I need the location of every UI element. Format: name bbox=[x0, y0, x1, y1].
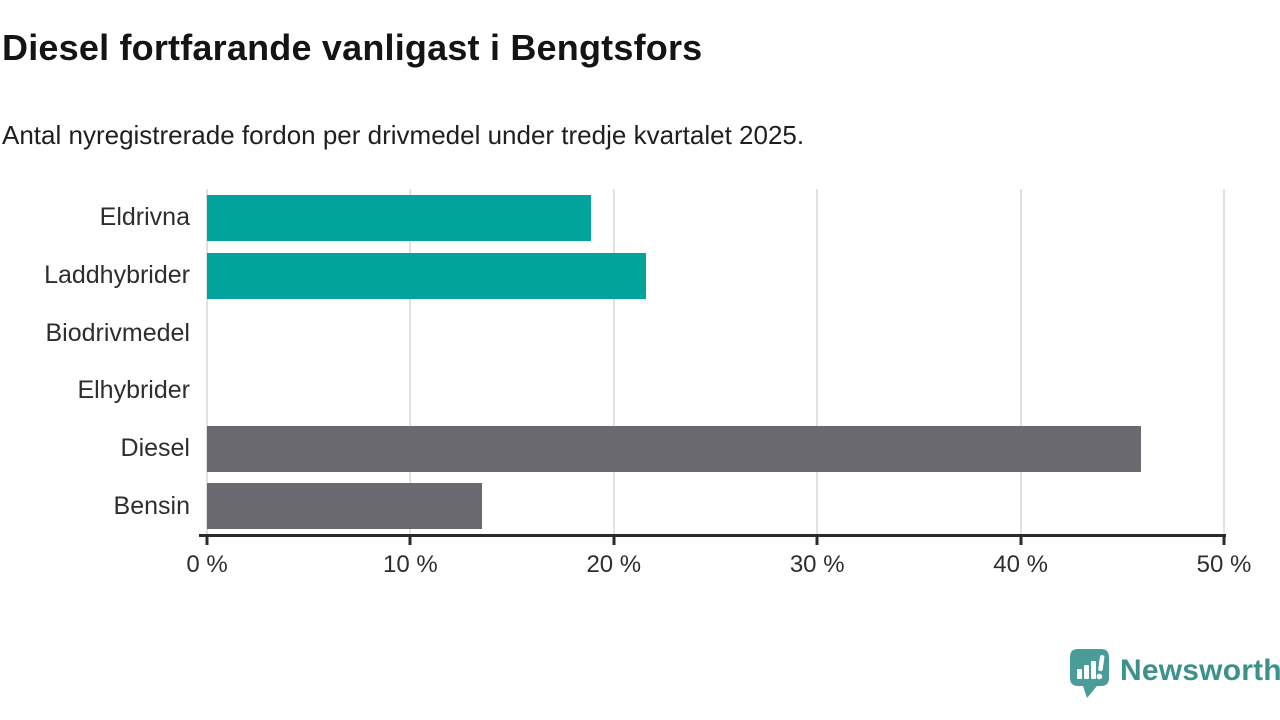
bar bbox=[207, 483, 482, 530]
gridline bbox=[409, 189, 412, 535]
x-tick-label: 20 % bbox=[586, 551, 642, 578]
gridline bbox=[1223, 189, 1225, 535]
x-tick-label: 40 % bbox=[993, 551, 1048, 578]
bar bbox=[207, 425, 1141, 472]
brand-wordmark: Newsworthy bbox=[1120, 654, 1280, 687]
bar-chart-speech-bubble-icon bbox=[1070, 648, 1109, 704]
speech-bubble-shape bbox=[1070, 648, 1109, 698]
category-axis-labels: Eldrivna Laddhybrider Biodrivmedel Elhybrid… bbox=[0, 189, 190, 535]
x-tick-mark bbox=[408, 537, 412, 545]
x-tick-mark bbox=[1222, 537, 1226, 545]
bar-row bbox=[207, 420, 1224, 478]
brand-lockup: Newsworthy bbox=[1070, 648, 1280, 704]
gridline bbox=[612, 189, 615, 535]
x-tick-mark bbox=[612, 537, 616, 545]
x-tick-label: 0 % bbox=[186, 551, 228, 578]
x-tick-label: 50 % bbox=[1196, 551, 1252, 578]
x-tick-label: 30 % bbox=[789, 551, 845, 578]
chart-title: Diesel fortfarande vanligast i Bengtsfor… bbox=[2, 27, 703, 68]
gridline bbox=[1019, 189, 1022, 535]
category-label: Diesel bbox=[120, 434, 190, 463]
category-label: Bensin bbox=[113, 491, 190, 520]
chart-subtitle: Antal nyregistrerade fordon per drivmede… bbox=[2, 120, 805, 150]
x-tick-mark bbox=[205, 537, 209, 545]
bar-row bbox=[207, 189, 1224, 247]
bar-rows bbox=[207, 189, 1224, 535]
bar-row bbox=[207, 362, 1224, 420]
category-label: Elhybrider bbox=[77, 376, 190, 405]
x-tick-mark bbox=[1019, 537, 1023, 545]
category-label: Laddhybrider bbox=[44, 261, 190, 289]
bar-row bbox=[207, 247, 1224, 305]
bar bbox=[207, 194, 592, 241]
bar bbox=[207, 252, 647, 299]
x-axis-ticks: 0 % 10 % 20 % 30 % 40 % 50 % bbox=[186, 537, 1251, 587]
x-axis-line bbox=[199, 534, 1226, 537]
x-tick-mark bbox=[815, 537, 819, 545]
plot-area bbox=[206, 189, 1225, 535]
x-tick-label: 10 % bbox=[383, 551, 438, 578]
bar-row bbox=[207, 304, 1224, 362]
gridline bbox=[816, 189, 819, 535]
category-label: Eldrivna bbox=[99, 203, 190, 232]
category-label: Biodrivmedel bbox=[45, 318, 190, 347]
bar-row bbox=[207, 477, 1224, 535]
gridline bbox=[206, 189, 208, 535]
